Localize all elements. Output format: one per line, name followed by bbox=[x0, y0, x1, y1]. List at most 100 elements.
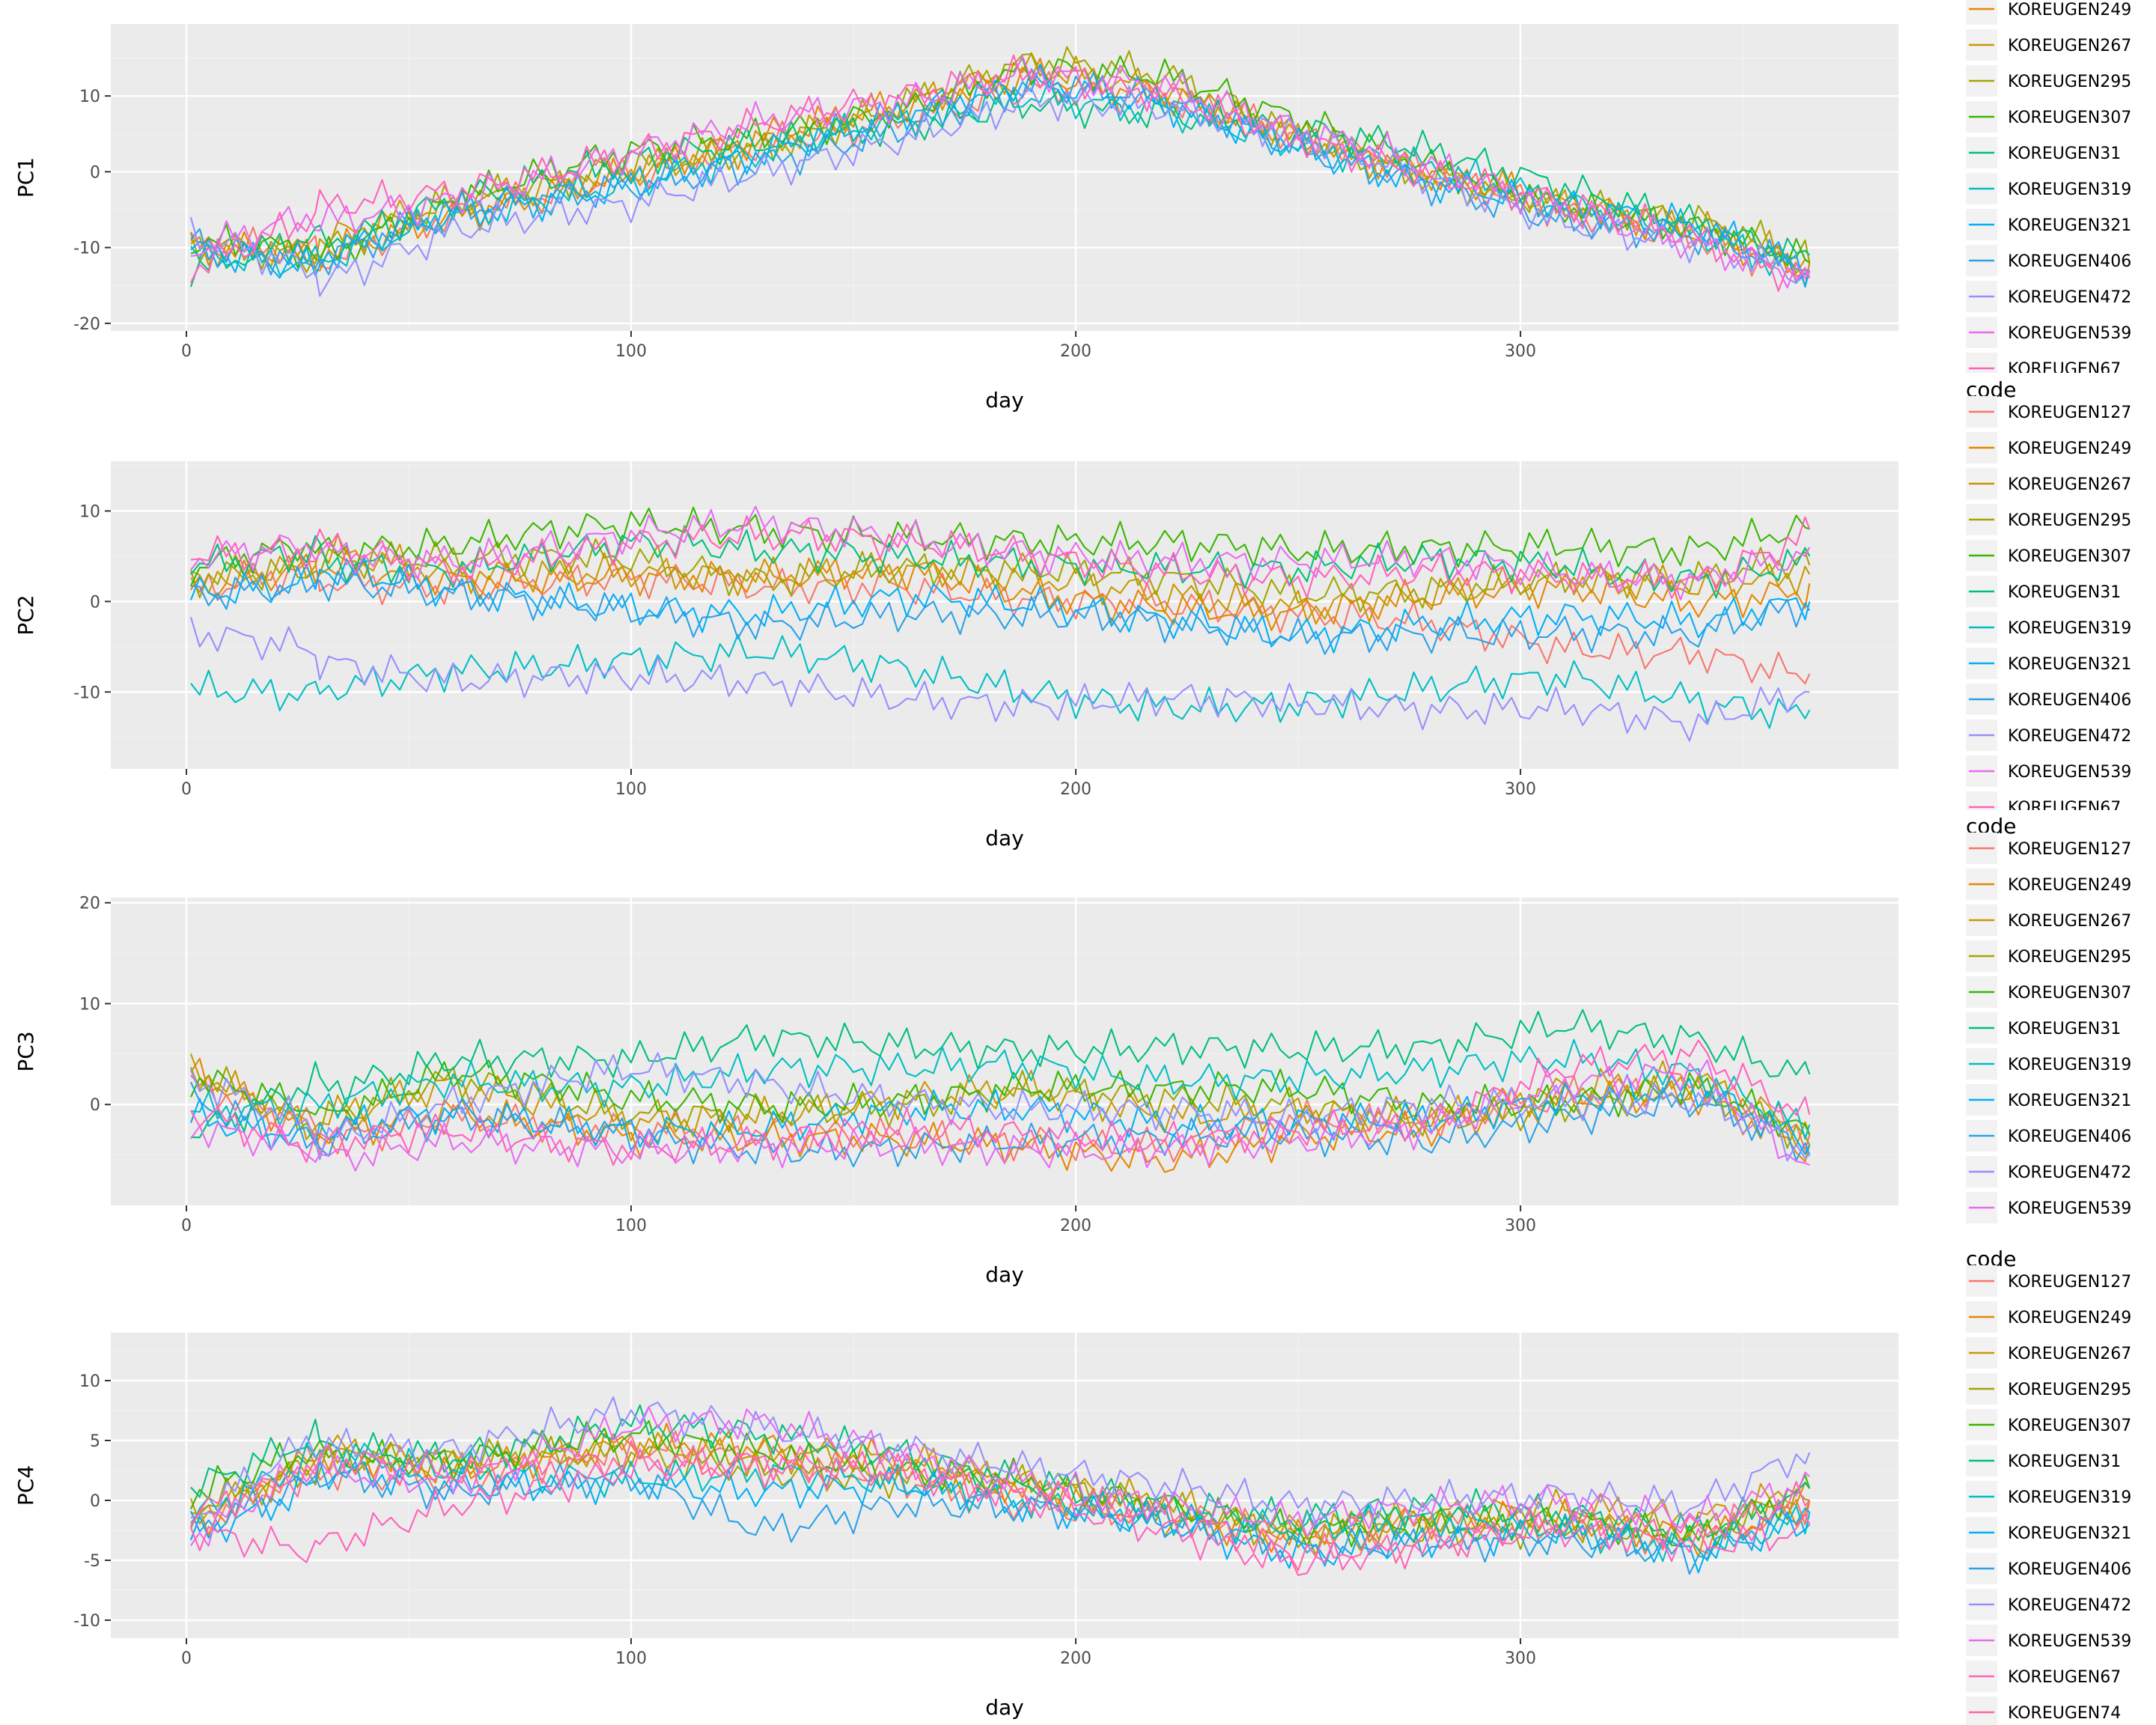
legend-label: KOREUGEN127 bbox=[2008, 1273, 2131, 1292]
legend-label: KOREUGEN472 bbox=[2008, 1163, 2131, 1182]
y-axis-title: PC1 bbox=[13, 157, 38, 198]
legend-label: KOREUGEN295 bbox=[2008, 511, 2131, 530]
legend-label: KOREUGEN249 bbox=[2008, 439, 2131, 458]
x-tick-label: 200 bbox=[1060, 342, 1091, 361]
y-tick-label: -20 bbox=[73, 315, 100, 334]
legend-label: KOREUGEN267 bbox=[2008, 912, 2131, 931]
y-tick-label: 20 bbox=[79, 895, 100, 913]
legend-label: KOREUGEN67 bbox=[2008, 799, 2121, 818]
y-tick-label: 0 bbox=[90, 1096, 100, 1115]
x-tick-label: 300 bbox=[1505, 780, 1536, 799]
legend-label: KOREUGEN307 bbox=[2008, 109, 2131, 127]
legend-key bbox=[1966, 1697, 1997, 1725]
y-tick-label: 5 bbox=[90, 1432, 100, 1451]
y-tick-label: 10 bbox=[79, 88, 100, 106]
y-tick-label: 10 bbox=[79, 1372, 100, 1391]
x-tick-label: 0 bbox=[181, 780, 192, 799]
y-tick-label: 0 bbox=[90, 593, 100, 612]
y-axis-title: PC3 bbox=[13, 1031, 38, 1071]
legend: codeKOREUGEN127KOREUGEN249KOREUGEN267KOR… bbox=[1966, 814, 2131, 1223]
series-line-koreugen31 bbox=[190, 1008, 1811, 1139]
legend-label: KOREUGEN267 bbox=[2008, 1345, 2131, 1363]
series-line-koreugen539 bbox=[190, 1059, 1810, 1172]
legend-label: KOREUGEN295 bbox=[2008, 73, 2131, 91]
y-tick-label: 10 bbox=[79, 995, 100, 1014]
y-tick-label: -10 bbox=[73, 240, 100, 258]
legend-label: KOREUGEN472 bbox=[2008, 1596, 2131, 1615]
x-tick-label: 300 bbox=[1505, 1649, 1536, 1668]
legend-label: KOREUGEN67 bbox=[2008, 360, 2121, 379]
chart-panel-pc3: 0 100 200 30001020dayPC3codeKOREUGEN127KORE… bbox=[13, 814, 2131, 1287]
legend-label: KOREUGEN31 bbox=[2008, 583, 2121, 602]
x-tick-label: 300 bbox=[1505, 1217, 1536, 1235]
legend-label: KOREUGEN307 bbox=[2008, 984, 2131, 1003]
x-tick-label: 100 bbox=[615, 1217, 647, 1235]
legend-label: KOREUGEN319 bbox=[2008, 1056, 2131, 1074]
y-tick-label: 0 bbox=[90, 1492, 100, 1511]
series-line-koreugen127 bbox=[190, 560, 1811, 685]
legend-label: KOREUGEN321 bbox=[2008, 216, 2131, 235]
chart-panel-pc1: 0 100 200 300-20-10010dayPC1KOREUGEN249KORE… bbox=[13, 0, 2131, 413]
chart-panel-pc2: 0 100 200 300-10010dayPC2codeKOREUGEN127KOR… bbox=[13, 377, 2131, 851]
y-tick-label: -10 bbox=[73, 1612, 100, 1631]
y-tick-label: -10 bbox=[73, 684, 100, 702]
series-line-koreugen295 bbox=[189, 1065, 1811, 1149]
series-line-koreugen472 bbox=[189, 616, 1810, 742]
y-tick-label: 10 bbox=[79, 502, 100, 521]
series-line-koreugen319 bbox=[190, 633, 1811, 729]
series-line-koreugen74 bbox=[189, 1440, 1811, 1572]
series-line-koreugen406 bbox=[190, 565, 1811, 655]
legend-label: KOREUGEN127 bbox=[2008, 840, 2131, 859]
series-group bbox=[189, 505, 1811, 742]
x-tick-label: 100 bbox=[615, 1649, 647, 1668]
series-line-koreugen307 bbox=[189, 506, 1810, 587]
legend-label: KOREUGEN307 bbox=[2008, 547, 2131, 566]
legend-label: KOREUGEN249 bbox=[2008, 1, 2131, 19]
legend: KOREUGEN249 KOREUGEN267 KOREUGEN295 KOREUGE… bbox=[1966, 0, 2131, 379]
legend: codeKOREUGEN127KOREUGEN249KOREUGEN267KOR… bbox=[1966, 1247, 2131, 1725]
legend-label: KOREUGEN321 bbox=[2008, 1092, 2131, 1110]
series-line-koreugen67 bbox=[189, 54, 1811, 292]
legend-key bbox=[1966, 353, 1997, 373]
series-group bbox=[189, 1008, 1811, 1173]
series-group bbox=[189, 46, 1811, 297]
legend-label: KOREUGEN321 bbox=[2008, 655, 2131, 674]
y-tick-label: 0 bbox=[90, 163, 100, 182]
x-axis-title: day bbox=[985, 388, 1024, 413]
legend-key bbox=[1966, 0, 1997, 25]
x-axis-title: day bbox=[985, 1695, 1024, 1720]
x-tick-label: 100 bbox=[615, 342, 647, 361]
legend-label: KOREUGEN295 bbox=[2008, 948, 2131, 967]
legend-label: KOREUGEN539 bbox=[2008, 324, 2131, 343]
series-line-koreugen319 bbox=[189, 1442, 1811, 1563]
legend-label: KOREUGEN67 bbox=[2008, 1668, 2121, 1687]
x-tick-label: 0 bbox=[181, 1649, 192, 1668]
legend-label: KOREUGEN307 bbox=[2008, 1417, 2131, 1435]
legend-label: KOREUGEN472 bbox=[2008, 288, 2131, 307]
legend-label: KOREUGEN31 bbox=[2008, 1020, 2121, 1038]
chart-panel-pc4: 0 100 200 300-10-50510dayPC4codeKOREUGEN127… bbox=[13, 1247, 2131, 1725]
legend-label: KOREUGEN539 bbox=[2008, 1199, 2131, 1218]
legend-label: KOREUGEN472 bbox=[2008, 727, 2131, 746]
series-line-koreugen539 bbox=[190, 1406, 1810, 1547]
legend-label: KOREUGEN74 bbox=[2008, 1704, 2121, 1723]
series-line-koreugen406 bbox=[190, 68, 1810, 284]
series-line-koreugen31 bbox=[190, 1404, 1811, 1544]
series-line-koreugen539 bbox=[190, 505, 1811, 601]
series-group bbox=[189, 1396, 1811, 1576]
x-tick-label: 100 bbox=[615, 780, 647, 799]
legend-label: KOREUGEN267 bbox=[2008, 475, 2131, 494]
plot-panel-background bbox=[111, 461, 1898, 769]
legend-label: KOREUGEN295 bbox=[2008, 1381, 2131, 1399]
x-tick-label: 200 bbox=[1060, 1649, 1091, 1668]
y-axis-title: PC4 bbox=[13, 1465, 38, 1506]
x-tick-label: 0 bbox=[181, 342, 192, 361]
legend-label: KOREUGEN319 bbox=[2008, 1488, 2131, 1507]
series-line-koreugen406 bbox=[189, 1082, 1811, 1168]
legend-label: KOREUGEN319 bbox=[2008, 180, 2131, 199]
series-line-koreugen67 bbox=[189, 1039, 1811, 1166]
legend-label: KOREUGEN127 bbox=[2008, 404, 2131, 422]
x-axis-title: day bbox=[985, 826, 1024, 851]
legend: codeKOREUGEN127KOREUGEN249KOREUGEN267KOR… bbox=[1966, 377, 2131, 818]
